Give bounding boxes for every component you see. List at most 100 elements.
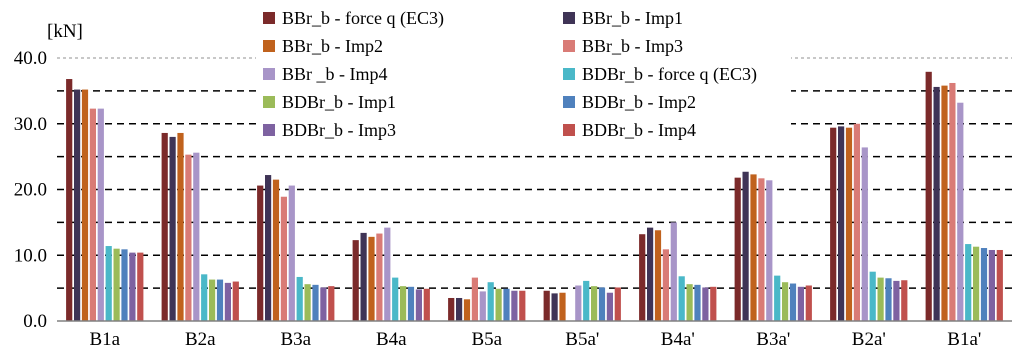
bar (177, 132, 184, 321)
bar (614, 287, 621, 321)
x-tick-label: B4a' (661, 329, 695, 350)
bar (694, 284, 701, 321)
legend-label: BBr_b - Imp2 (282, 36, 383, 56)
legend-swatch (263, 12, 275, 24)
x-tick-label: B4a (376, 329, 407, 350)
bar (352, 240, 359, 321)
bar (503, 288, 510, 321)
bar (463, 299, 471, 321)
bar (980, 248, 988, 321)
legend-label: BDBr_b - Imp1 (282, 92, 396, 112)
y-axis-unit-label: [kN] (47, 21, 83, 42)
bar (670, 222, 677, 322)
bar (368, 236, 375, 321)
bar (193, 152, 200, 321)
bar (845, 127, 853, 321)
bar (598, 287, 606, 321)
legend-label: BBr _b - Imp4 (282, 64, 388, 84)
bar (121, 249, 128, 321)
legend-swatch (263, 124, 275, 136)
legend-swatch (563, 12, 575, 24)
bar (559, 292, 566, 321)
bar (996, 249, 1003, 321)
bar (591, 286, 598, 321)
bar (949, 82, 956, 321)
bar (933, 86, 940, 322)
legend-item: BBr_b - force q (EC3) (263, 8, 444, 29)
legend-swatch (563, 124, 575, 136)
legend-item: BBr _b - Imp4 (263, 64, 388, 84)
bar (224, 282, 231, 321)
x-tick-label: B3a' (756, 329, 790, 350)
bar (575, 285, 582, 321)
legend-label: BDBr_b - force q (EC3) (582, 64, 757, 85)
bar (647, 227, 654, 321)
legend-item: BDBr_b - Imp3 (263, 120, 396, 140)
x-tick-label: B1a (89, 329, 120, 350)
legend-item: BBr_b - Imp3 (563, 36, 683, 56)
bar (742, 171, 749, 321)
bar (415, 289, 422, 321)
y-tick-label: 40.0 (14, 48, 47, 69)
x-tick-labels: B1a B2a B3a B4a B5a B5a' B4a' B3a' B2a' B1a' (89, 329, 981, 350)
bar (869, 271, 876, 321)
y-tick-label: 20.0 (14, 180, 47, 201)
legend-item: BDBr_b - Imp4 (563, 120, 696, 140)
legend-item: BBr_b - Imp2 (263, 36, 383, 56)
bar (583, 280, 590, 321)
bar (169, 136, 176, 321)
bar (201, 274, 208, 321)
bar (639, 234, 646, 321)
bar (113, 248, 120, 321)
bar (304, 284, 311, 321)
bar (797, 286, 804, 321)
bar (74, 89, 81, 321)
bar (280, 196, 287, 321)
legend: BBr_b - force q (EC3) BBr_b - Imp1 BBr_b -… (256, 4, 791, 152)
bar (686, 284, 693, 321)
bar (360, 232, 367, 321)
bar (861, 147, 868, 321)
bar (456, 297, 463, 321)
bar (288, 185, 295, 321)
bar (471, 277, 478, 321)
bar (654, 230, 662, 321)
bar (89, 108, 96, 321)
bar (296, 276, 303, 321)
y-tick-labels: 0.0 10.0 20.0 30.0 40.0 (14, 48, 47, 332)
bar (161, 132, 168, 321)
legend-label: BBr_b - Imp3 (582, 36, 683, 56)
bar (957, 102, 964, 322)
legend-label: BDBr_b - Imp2 (582, 92, 696, 112)
bar (901, 280, 908, 321)
x-tick-label: B5a' (565, 329, 599, 350)
x-tick-label: B2a' (852, 329, 886, 350)
bar (392, 277, 399, 321)
bar (495, 288, 502, 321)
bars (66, 71, 1003, 322)
bar (257, 185, 264, 321)
bar (893, 280, 900, 321)
bar (973, 246, 980, 321)
bar (838, 126, 845, 321)
bar (766, 180, 773, 321)
bar (774, 275, 781, 321)
bar (734, 177, 741, 321)
bar (384, 227, 391, 321)
bar (941, 85, 948, 322)
bar (988, 249, 995, 321)
bar (853, 123, 860, 321)
bar (328, 286, 335, 321)
bar (137, 252, 144, 321)
bar (758, 178, 765, 321)
bar (479, 291, 486, 321)
bar (400, 286, 407, 321)
bar (312, 284, 319, 321)
bar (750, 174, 757, 321)
bar (216, 279, 224, 321)
legend-item: BBr_b - Imp1 (563, 8, 683, 28)
bar (185, 154, 192, 321)
bar (448, 297, 455, 321)
bar (965, 244, 972, 321)
